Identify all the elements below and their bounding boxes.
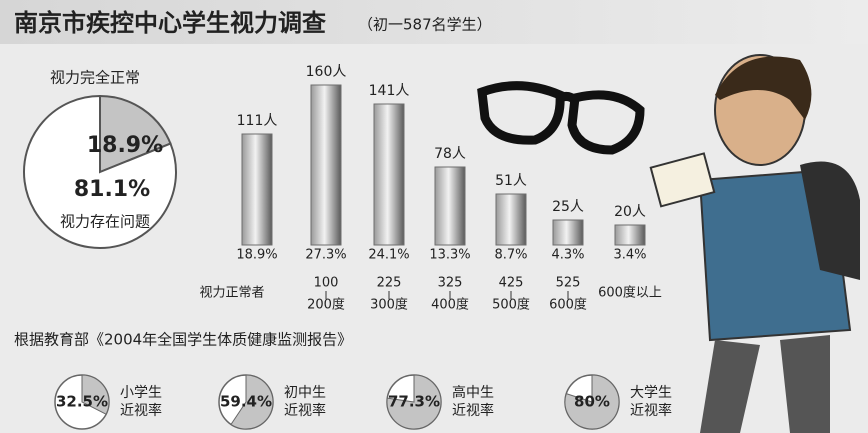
category-label: 525	[556, 276, 581, 291]
small-pie-label: 小学生	[120, 385, 162, 401]
category-label: 325	[438, 276, 463, 291]
small-pie-value: 59.4%	[220, 393, 272, 411]
bar-percent-label: 8.7%	[494, 248, 527, 263]
bar-percent-label: 3.4%	[613, 248, 646, 263]
bar-value-label: 160人	[306, 64, 347, 80]
bar	[615, 225, 645, 245]
bar-value-label: 141人	[369, 83, 410, 99]
pie-label: 视力存在问题	[60, 213, 150, 231]
section-title: 根据教育部《2004年全国学生体质健康监测报告》	[14, 331, 352, 349]
bar-percent-label: 24.1%	[368, 248, 409, 263]
category-label: 225	[377, 276, 402, 291]
bar-percent-label: 18.9%	[236, 248, 277, 263]
bar-value-label: 20人	[614, 204, 646, 220]
bar-percent-label: 13.3%	[429, 248, 470, 263]
bar	[374, 104, 404, 245]
small-pie-label: 近视率	[120, 402, 162, 419]
bar-value-label: 78人	[434, 146, 466, 162]
pie-value-label: 81.1%	[74, 177, 150, 202]
title: 南京市疾控中心学生视力调查	[14, 9, 326, 37]
bar	[242, 134, 272, 245]
bar	[496, 194, 526, 245]
category-label: 视力正常者	[199, 286, 264, 301]
small-pie-value: 80%	[574, 393, 610, 411]
bar-value-label: 51人	[495, 173, 527, 189]
bar	[553, 220, 583, 245]
small-pie-label: 初中生	[284, 384, 326, 401]
subtitle: （初一587名学生）	[358, 16, 492, 34]
bar-percent-label: 4.3%	[551, 248, 584, 263]
infographic: 南京市疾控中心学生视力调查 （初一587名学生） 视力完全正常 18.9% 视力存在…	[0, 0, 868, 433]
category-label: 100	[314, 276, 339, 291]
small-pie-value: 77.3%	[388, 393, 440, 411]
small-pie-value: 32.5%	[56, 393, 108, 411]
small-pie-label: 高中生	[452, 384, 494, 401]
bar-percent-label: 27.3%	[305, 248, 346, 263]
small-pie-label: 近视率	[452, 402, 494, 419]
small-pie-label: 近视率	[284, 402, 326, 419]
bar	[435, 167, 465, 245]
small-pie-label: 近视率	[630, 402, 672, 419]
category-label: 600度以上	[598, 285, 662, 301]
category-label: 425	[499, 276, 524, 291]
bar-value-label: 111人	[237, 113, 278, 129]
small-pie-label: 大学生	[630, 385, 672, 401]
pie-value-label: 18.9%	[87, 133, 163, 158]
bar	[311, 85, 341, 245]
bar-value-label: 25人	[552, 199, 584, 215]
pie-label: 视力完全正常	[50, 69, 140, 87]
